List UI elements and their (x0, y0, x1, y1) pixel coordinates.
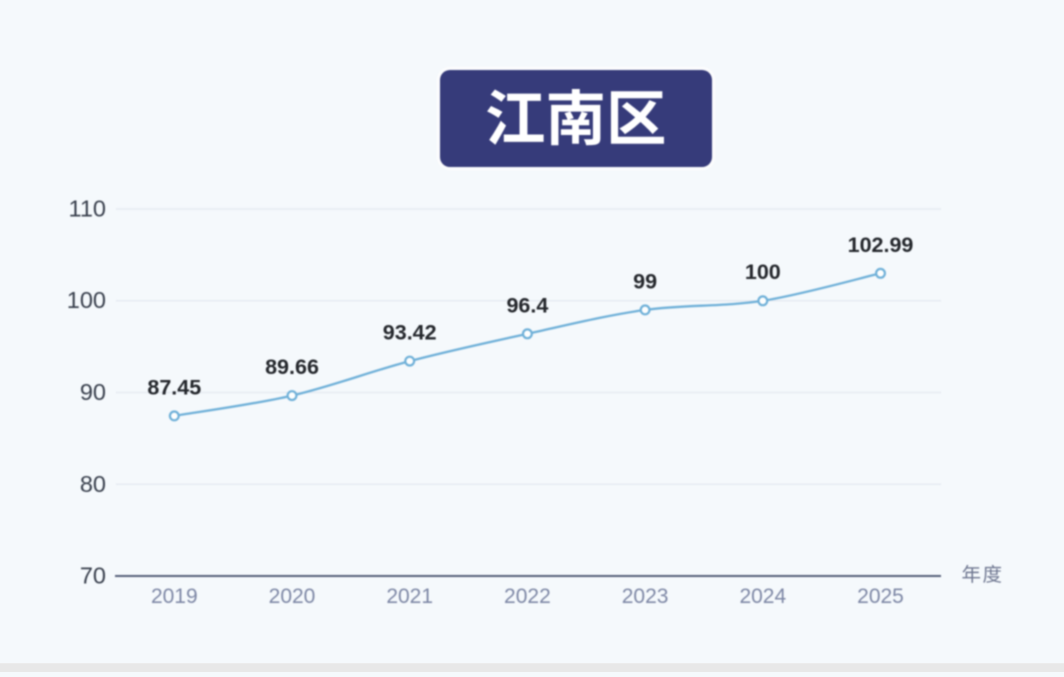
svg-text:70: 70 (80, 563, 106, 589)
svg-text:2023: 2023 (622, 585, 669, 608)
svg-text:2024: 2024 (739, 585, 786, 608)
svg-text:90: 90 (80, 379, 106, 405)
svg-text:87.45: 87.45 (147, 375, 201, 399)
svg-text:93.42: 93.42 (383, 321, 437, 345)
svg-text:2021: 2021 (386, 585, 433, 608)
svg-text:89.66: 89.66 (265, 355, 319, 379)
svg-text:110: 110 (69, 196, 106, 222)
svg-text:96.4: 96.4 (506, 293, 548, 317)
svg-text:80: 80 (80, 471, 106, 497)
svg-text:100: 100 (67, 287, 106, 313)
svg-text:2022: 2022 (504, 585, 551, 608)
svg-text:100: 100 (745, 260, 781, 284)
svg-text:2019: 2019 (151, 585, 198, 608)
svg-text:2025: 2025 (857, 585, 904, 608)
svg-text:2020: 2020 (269, 585, 316, 608)
svg-text:102.99: 102.99 (848, 233, 914, 257)
svg-text:99: 99 (633, 269, 657, 293)
